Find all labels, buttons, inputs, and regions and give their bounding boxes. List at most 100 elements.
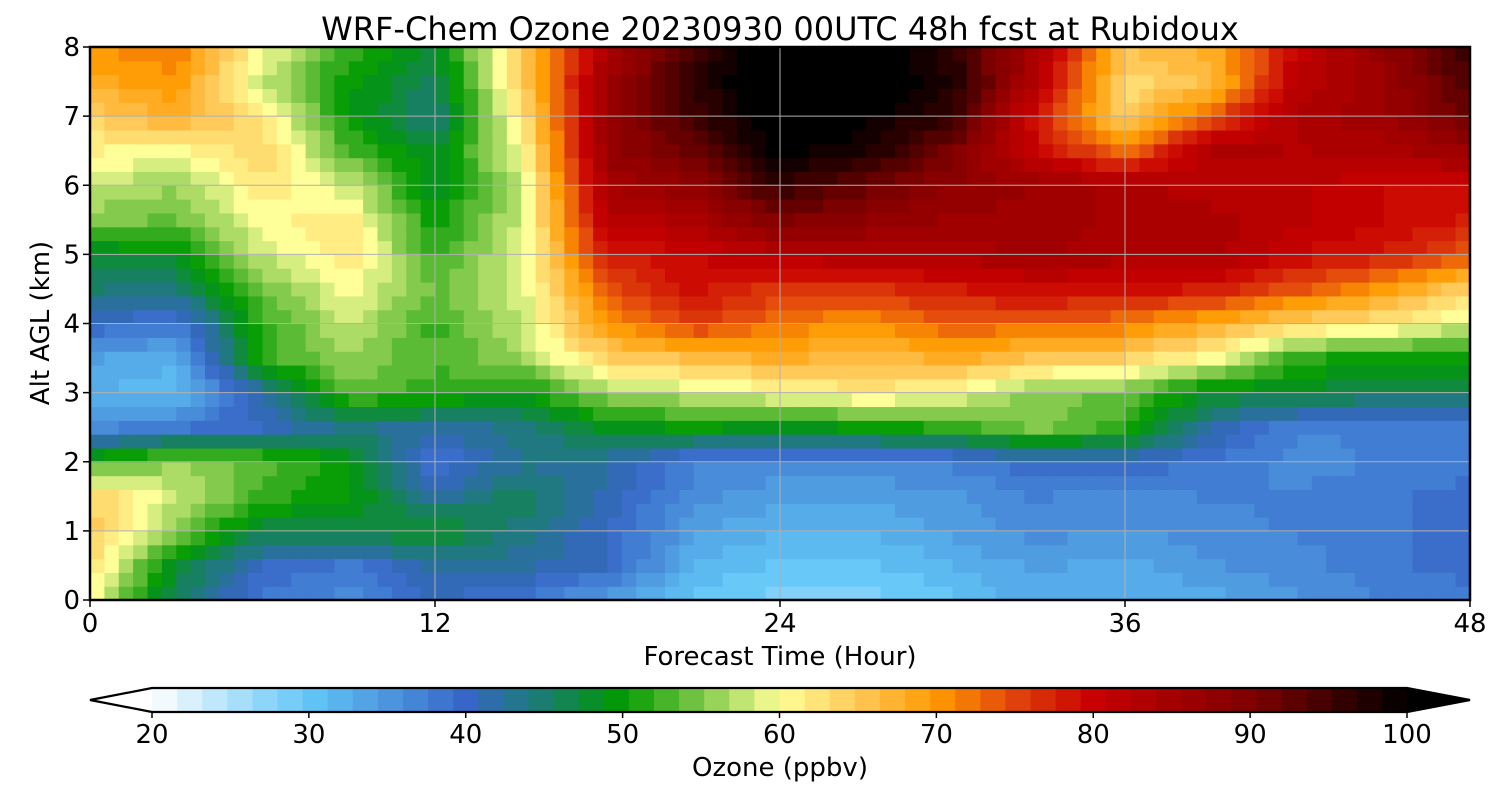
heatmap-cell [305,116,321,131]
heatmap-cell [1067,572,1083,587]
heatmap-cell [665,212,680,228]
heatmap-cell [320,157,335,173]
heatmap-cell [1355,47,1370,62]
heatmap-cell [104,309,120,325]
heatmap-cell [1096,74,1112,90]
heatmap-cell [880,544,896,560]
heatmap-cell [665,171,680,186]
heatmap-cell [1426,268,1442,283]
heatmap-cell [535,116,551,131]
heatmap-cell [291,199,307,214]
heatmap-cell [147,240,163,255]
heatmap-cell [391,240,407,255]
heatmap-cell [1225,129,1241,145]
heatmap-cell [161,254,177,269]
heatmap-cell [593,157,609,173]
heatmap-cell [1455,337,1470,352]
heatmap-cell [262,434,278,449]
heatmap-cell [923,447,939,463]
heatmap-cell [233,364,249,380]
heatmap-cell [435,60,450,76]
heatmap-cell [406,102,422,117]
heatmap-cell [205,447,220,463]
heatmap-cell [377,254,393,269]
heatmap-cell [866,475,882,490]
heatmap-cell [1455,88,1470,103]
heatmap-cell [1455,586,1470,600]
heatmap-cell [621,185,637,200]
heatmap-cell [765,116,781,131]
heatmap-cell [966,447,982,463]
heatmap-cell [1010,157,1025,173]
heatmap-cell [665,282,680,297]
heatmap-cell [1211,171,1227,186]
colorbar-swatch [955,688,981,712]
heatmap-cell [823,392,839,408]
heatmap-cell [1254,461,1270,477]
heatmap-cell [391,309,407,325]
heatmap-cell [1096,572,1112,587]
heatmap-cell [1081,47,1097,62]
heatmap-cell [722,544,738,560]
heatmap-cell [478,116,494,131]
heatmap-cell [909,544,925,560]
heatmap-cell [1168,544,1184,560]
heatmap-cell [621,378,637,394]
heatmap-cell [981,489,997,504]
heatmap-cell [895,586,910,600]
heatmap-cell [736,392,752,408]
heatmap-cell [794,489,810,504]
heatmap-cell [621,60,637,76]
heatmap-cell [621,406,637,421]
heatmap-cell [636,171,652,186]
heatmap-cell [1010,378,1025,394]
heatmap-cell [650,489,666,504]
heatmap-cell [1297,517,1313,532]
heatmap-cell [118,586,134,600]
heatmap-cell [851,143,867,159]
heatmap-cell [995,406,1011,421]
heatmap-cell [233,544,249,560]
heatmap-cell [736,544,752,560]
heatmap-cell [1067,447,1083,463]
heatmap-cell [133,461,149,477]
heatmap-cell [1398,282,1414,297]
colorbar-swatch [227,688,253,712]
heatmap-cell [391,143,407,159]
heatmap-cell [780,116,795,131]
heatmap-cell [578,530,594,546]
heatmap-cell [1225,351,1241,366]
heatmap-cell [104,268,120,283]
colorbar-swatch [1130,688,1157,712]
heatmap-cell [449,254,465,269]
heatmap-cell [1311,74,1327,90]
heatmap-cell [1254,378,1270,394]
heatmap-cell [1125,171,1140,186]
heatmap-cell [535,406,551,421]
heatmap-cell [593,74,609,90]
heatmap-cell [305,544,321,560]
heatmap-cell [765,586,781,600]
heatmap-cell [90,503,105,518]
heatmap-cell [1153,517,1169,532]
heatmap-cell [449,212,465,228]
heatmap-cell [420,143,436,159]
heatmap-cell [995,295,1011,311]
heatmap-cell [938,129,954,145]
heatmap-cell [133,129,149,145]
heatmap-cell [1053,295,1069,311]
heatmap-cell [708,530,724,546]
heatmap-cell [406,503,422,518]
heatmap-cell [780,558,795,573]
heatmap-cell [506,572,522,587]
heatmap-cell [665,337,680,352]
heatmap-cell [1441,586,1457,600]
heatmap-cell [1412,240,1428,255]
colorbar-swatch [503,688,529,712]
heatmap-cell [492,558,508,573]
heatmap-cell [564,406,580,421]
heatmap-cell [190,88,206,103]
heatmap-cell [161,185,177,200]
heatmap-cell [837,323,853,338]
heatmap-cell [765,420,781,435]
